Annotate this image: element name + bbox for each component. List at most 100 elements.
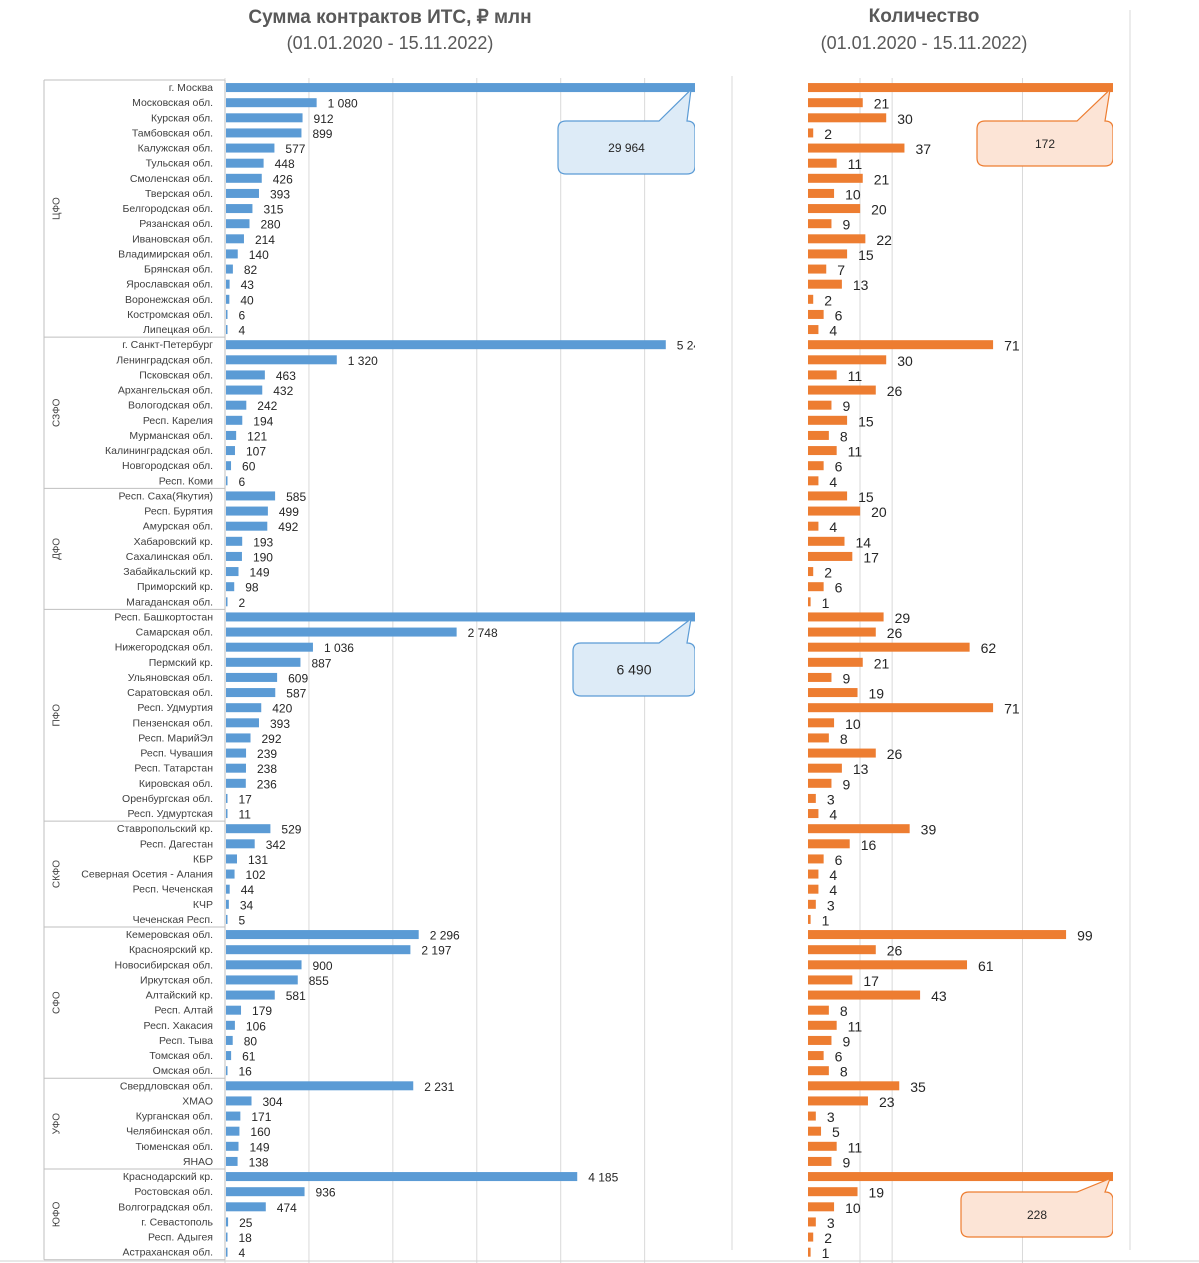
- count-bar: [808, 1141, 837, 1151]
- sum-bar: [226, 1187, 305, 1197]
- sum-bar: [226, 551, 242, 561]
- sum-value-label: 581: [286, 989, 306, 1003]
- sum-value-label: 131: [248, 853, 268, 867]
- sum-bar: [226, 1126, 240, 1136]
- sum-bar: [226, 990, 275, 1000]
- count-value-label: 6: [835, 580, 843, 596]
- sum-value-label: 190: [253, 550, 273, 564]
- count-value-label: 3: [827, 791, 835, 807]
- count-value-label: 26: [887, 383, 903, 399]
- sum-value-label: 2 197: [421, 944, 451, 958]
- count-bar: [808, 1096, 868, 1106]
- count-value-label: 2: [824, 565, 832, 581]
- count-bar: [808, 279, 842, 289]
- category-label: ЯНАО: [183, 1156, 213, 1168]
- category-label: Иркутская обл.: [140, 974, 213, 986]
- callout-label: 172: [1035, 137, 1055, 151]
- count-bar: [808, 309, 824, 319]
- count-value-label: 4: [829, 882, 837, 898]
- count-bar: [808, 158, 837, 168]
- count-bar: [808, 990, 921, 1000]
- count-bar: [808, 854, 824, 864]
- sum-value-label: 140: [249, 248, 269, 262]
- sum-value-label: 2 296: [430, 929, 460, 943]
- sum-bars: [226, 83, 696, 1257]
- category-label: Респ. МарийЭл: [138, 732, 213, 744]
- category-label: Пензенская обл.: [133, 717, 213, 729]
- left-plot-clip: [695, 76, 725, 1256]
- count-bar: [808, 415, 848, 425]
- sum-value-labels: 1 08091289957744842639331528021414082434…: [239, 97, 701, 1261]
- sum-bar: [226, 1172, 578, 1182]
- sum-bar: [226, 1051, 232, 1061]
- category-label: Кемеровская обл.: [126, 929, 213, 941]
- sum-bar: [226, 1096, 252, 1106]
- count-bar: [808, 597, 811, 607]
- sum-bar: [226, 385, 263, 395]
- category-label: Самарская обл.: [136, 627, 213, 639]
- count-value-label: 2: [824, 1230, 832, 1246]
- sum-bar: [226, 461, 232, 471]
- sum-bar: [226, 98, 317, 108]
- count-value-label: 61: [978, 958, 994, 974]
- category-label: Смоленская обл.: [130, 173, 213, 185]
- left-chart-subtitle: (01.01.2020 - 15.11.2022): [286, 33, 494, 53]
- sum-value-label: 80: [244, 1034, 258, 1048]
- category-label: Владимирская обл.: [118, 248, 213, 260]
- count-bar: [808, 1111, 816, 1121]
- category-label: г. Севастополь: [141, 1216, 213, 1228]
- count-bar: [808, 551, 853, 561]
- sum-value-label: 342: [266, 838, 286, 852]
- category-label: Московская обл.: [132, 97, 213, 109]
- count-value-label: 8: [840, 1003, 848, 1019]
- count-bar: [808, 1051, 824, 1061]
- category-label: Брянская обл.: [144, 264, 213, 276]
- category-label: Ленинградская обл.: [116, 354, 213, 366]
- group-label: СФО: [52, 991, 63, 1014]
- category-label: Северная Осетия - Алания: [81, 869, 213, 881]
- sum-bar: [226, 869, 235, 879]
- category-label: Саратовская обл.: [127, 687, 213, 699]
- count-bar: [808, 340, 994, 350]
- count-bar: [808, 294, 814, 304]
- count-bar: [808, 234, 866, 244]
- category-label: КБР: [193, 853, 213, 865]
- sum-value-label: 6: [239, 475, 246, 489]
- sum-value-label: 4: [239, 324, 246, 338]
- sum-bar: [226, 657, 301, 667]
- group-labels: ЦФО СЗФО ДФО ПФО СКФО СФО УФО ЮФО: [52, 197, 63, 1227]
- count-bar: [808, 748, 876, 758]
- count-bar: [808, 400, 832, 410]
- sum-value-label: 585: [286, 490, 306, 504]
- count-value-label: 8: [840, 1064, 848, 1080]
- count-value-label: 6: [835, 1049, 843, 1065]
- count-bar: [808, 249, 848, 259]
- count-value-label: 1: [822, 912, 830, 928]
- count-value-label: 6: [835, 307, 843, 323]
- sum-value-label: 887: [311, 656, 331, 670]
- sum-value-label: 18: [239, 1231, 253, 1245]
- sum-bar: [226, 264, 233, 274]
- sum-bar: [226, 1081, 414, 1091]
- sum-bar: [226, 975, 298, 985]
- category-label: Костромская обл.: [127, 309, 213, 321]
- count-value-label: 11: [848, 1139, 863, 1155]
- count-value-label: 14: [855, 534, 871, 550]
- count-value-label: 26: [887, 625, 903, 641]
- sum-value-label: 138: [249, 1155, 269, 1169]
- category-label: КЧР: [193, 899, 213, 911]
- sum-bar: [226, 234, 244, 244]
- count-value-label: 4: [829, 474, 837, 490]
- sum-value-label: 5: [239, 913, 246, 927]
- count-value-label: 23: [879, 1094, 895, 1110]
- sum-value-label: 107: [246, 445, 266, 459]
- sum-value-label: 426: [273, 172, 293, 186]
- category-label: Респ. Саха(Якутия): [118, 490, 213, 502]
- sum-bar: [226, 612, 696, 622]
- count-value-label: 22: [876, 232, 892, 248]
- sum-value-label: 11: [239, 808, 252, 822]
- count-bar: [808, 128, 814, 138]
- count-value-label: 9: [842, 398, 850, 414]
- sum-value-label: 432: [273, 384, 293, 398]
- sum-value-label: 4: [239, 1246, 246, 1260]
